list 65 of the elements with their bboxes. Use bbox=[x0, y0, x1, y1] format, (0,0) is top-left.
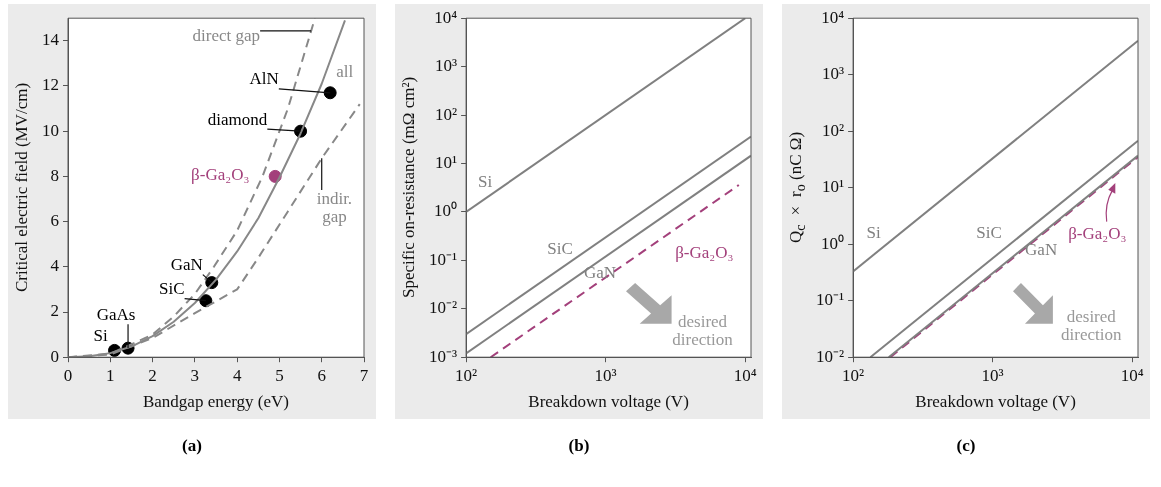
y-tick-label: 10⁻² bbox=[815, 346, 845, 366]
y-tick-label: 10² bbox=[434, 104, 458, 124]
annotation: GaN bbox=[170, 255, 203, 275]
annotation: AlN bbox=[249, 69, 279, 89]
series-label: all bbox=[336, 61, 354, 81]
text: direct gap bbox=[192, 25, 261, 45]
series-label: SiC bbox=[547, 239, 573, 259]
y-tick-label: 10¹ bbox=[821, 177, 845, 197]
series-label: Si bbox=[478, 172, 493, 192]
text: (a) bbox=[181, 436, 203, 456]
y-tick-label: 8 bbox=[50, 165, 59, 185]
series-label: β-Ga₂O₃ bbox=[675, 242, 734, 262]
x-tick-label: 10⁴ bbox=[733, 365, 757, 385]
y-tick-label: 10⁻¹ bbox=[428, 249, 458, 269]
annotation: desired direction bbox=[672, 312, 734, 350]
x-tick-label: 10³ bbox=[981, 365, 1004, 385]
y-axis-title: Specific on-resistance (mΩ cm²) bbox=[399, 76, 419, 301]
series-label: GaN bbox=[1025, 239, 1058, 259]
y-axis-title: Critical electric field (MV/cm) bbox=[12, 82, 32, 295]
x-tick-label: 6 bbox=[317, 365, 326, 385]
x-tick-label: 1 bbox=[106, 365, 115, 385]
y-tick-label: 10 bbox=[42, 120, 59, 140]
y-tick-label: 10² bbox=[821, 120, 845, 140]
annotation: desired direction bbox=[1061, 307, 1122, 345]
y-tick-label: 14 bbox=[42, 30, 60, 50]
annotation: GaAs bbox=[96, 304, 136, 324]
y-tick-label: 10⁰ bbox=[821, 233, 845, 253]
y-tick-label: 2 bbox=[50, 301, 59, 321]
y-tick-label: 0 bbox=[50, 346, 59, 366]
y-tick-label: 10⁻² bbox=[428, 298, 458, 318]
x-tick-label: 3 bbox=[190, 365, 200, 385]
x-tick-label: 10² bbox=[842, 365, 865, 385]
series-label: SiC bbox=[976, 222, 1002, 242]
x-tick-label: 10³ bbox=[594, 365, 617, 385]
x-axis-title: Bandgap energy (eV) bbox=[142, 392, 290, 412]
y-tick-label: 6 bbox=[50, 211, 59, 231]
annotation: SiC bbox=[159, 279, 185, 299]
y-tick-label: 10³ bbox=[821, 64, 845, 84]
y-tick-label: 10⁴ bbox=[434, 7, 458, 27]
annotation: diamond bbox=[207, 109, 268, 129]
legend-label: β-Ga₂O₃ bbox=[1068, 223, 1127, 243]
y-tick-label: 10⁴ bbox=[821, 7, 845, 27]
y-tick-label: 4 bbox=[50, 256, 60, 276]
y-tick-label: 10³ bbox=[434, 56, 458, 76]
y-tick-label: 12 bbox=[42, 75, 59, 95]
annotation: Si bbox=[93, 325, 108, 345]
series-label: GaN bbox=[583, 262, 617, 282]
text: (b) bbox=[567, 436, 591, 456]
x-tick-label: 10² bbox=[455, 365, 478, 385]
annotation: β-Ga₂O₃ bbox=[191, 164, 250, 184]
series-label: indir. gap bbox=[316, 188, 353, 226]
x-axis-title: Breakdown voltage (V) bbox=[915, 392, 1076, 412]
text: (c) bbox=[955, 436, 977, 456]
x-tick-label: 7 bbox=[359, 365, 369, 385]
y-tick-label: 10⁻³ bbox=[428, 346, 458, 366]
y-tick-label: 10⁰ bbox=[434, 201, 458, 221]
x-tick-label: 4 bbox=[232, 365, 242, 385]
x-tick-label: 5 bbox=[275, 365, 284, 385]
x-tick-label: 10⁴ bbox=[1120, 365, 1144, 385]
x-axis-title: Breakdown voltage (V) bbox=[528, 392, 689, 412]
y-tick-label: 10¹ bbox=[434, 152, 458, 172]
x-tick-label: 2 bbox=[148, 365, 157, 385]
series-label: Si bbox=[866, 222, 881, 242]
y-tick-label: 10⁻¹ bbox=[815, 290, 845, 310]
x-tick-label: 0 bbox=[63, 365, 73, 385]
